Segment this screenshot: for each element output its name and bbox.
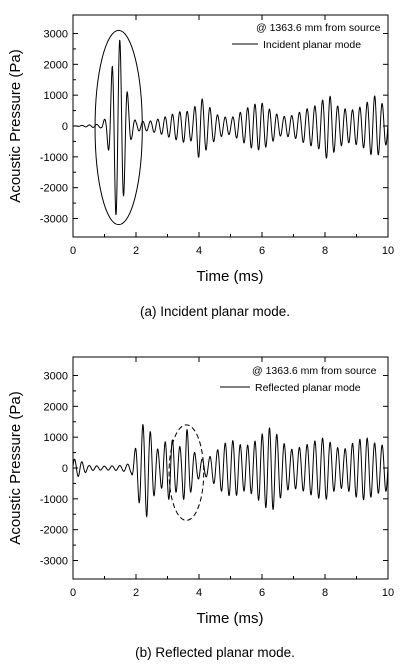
chart-a: 0 2 4 6 8 10 -3000 -2000 -1000 0 1000 2000 3000 @ 13…: [7, 14, 394, 319]
chart-a-ylabel: Acoustic Pressure (Pa): [7, 49, 24, 202]
y-tick-label: -3000: [40, 214, 68, 226]
x-tick-label: 0: [70, 587, 76, 599]
chart-b-series-line-reflected: [72, 423, 389, 518]
x-tick-label: 4: [196, 245, 202, 257]
x-tick-label: 10: [382, 245, 394, 257]
chart-b-caption: (b) Reflected planar mode.: [135, 645, 295, 660]
chart-b-legend-entry: Reflected planar mode: [255, 382, 361, 394]
y-tick-label: -2000: [40, 183, 68, 195]
chart-a-annotation-ellipse: [94, 29, 143, 226]
chart-a-legend-entry: Incident planar mode: [263, 39, 361, 51]
chart-a-legend-annotation: @ 1363.6 mm from source: [256, 22, 381, 34]
x-tick-label: 6: [259, 587, 265, 599]
y-tick-label: 0: [62, 463, 68, 475]
y-tick-label: -2000: [40, 525, 68, 537]
y-tick-label: 0: [62, 121, 68, 133]
chart-b: 0 2 4 6 8 10 -3000 -2000 -1000 0 1000 2000 3000 @ 13…: [7, 356, 394, 660]
x-tick-label: 2: [133, 245, 139, 257]
x-tick-label: 10: [382, 587, 394, 599]
chart-b-ylabel: Acoustic Pressure (Pa): [7, 391, 24, 544]
y-tick-label: 2000: [44, 401, 68, 413]
y-tick-label: 3000: [44, 371, 68, 383]
x-tick-label: 4: [196, 587, 202, 599]
y-tick-label: -1000: [40, 494, 68, 506]
x-tick-label: 2: [133, 587, 139, 599]
chart-a-caption: (a) Incident planar mode.: [140, 304, 290, 319]
y-tick-label: -3000: [40, 556, 68, 568]
x-tick-label: 8: [322, 587, 328, 599]
y-tick-label: 1000: [44, 432, 68, 444]
chart-a-xlabel: Time (ms): [197, 268, 264, 285]
chart-a-tick-labels: 0 2 4 6 8 10 -3000 -2000 -1000 0 1000 2000 3000: [40, 29, 394, 258]
chart-a-series-line-incident: [72, 39, 389, 216]
x-tick-label: 0: [70, 245, 76, 257]
chart-b-ticks: [72, 357, 389, 579]
chart-b-legend-annotation: @ 1363.6 mm from source: [252, 365, 377, 377]
chart-b-xlabel: Time (ms): [197, 610, 264, 627]
chart-b-annotation-ellipse: [168, 424, 205, 521]
y-tick-label: 3000: [44, 29, 68, 41]
y-tick-label: -1000: [40, 152, 68, 164]
x-tick-label: 8: [322, 245, 328, 257]
y-tick-label: 1000: [44, 90, 68, 102]
y-tick-label: 2000: [44, 59, 68, 71]
chart-b-tick-labels: 0 2 4 6 8 10 -3000 -2000 -1000 0 1000 2000 3000: [40, 371, 394, 600]
x-tick-label: 6: [259, 245, 265, 257]
